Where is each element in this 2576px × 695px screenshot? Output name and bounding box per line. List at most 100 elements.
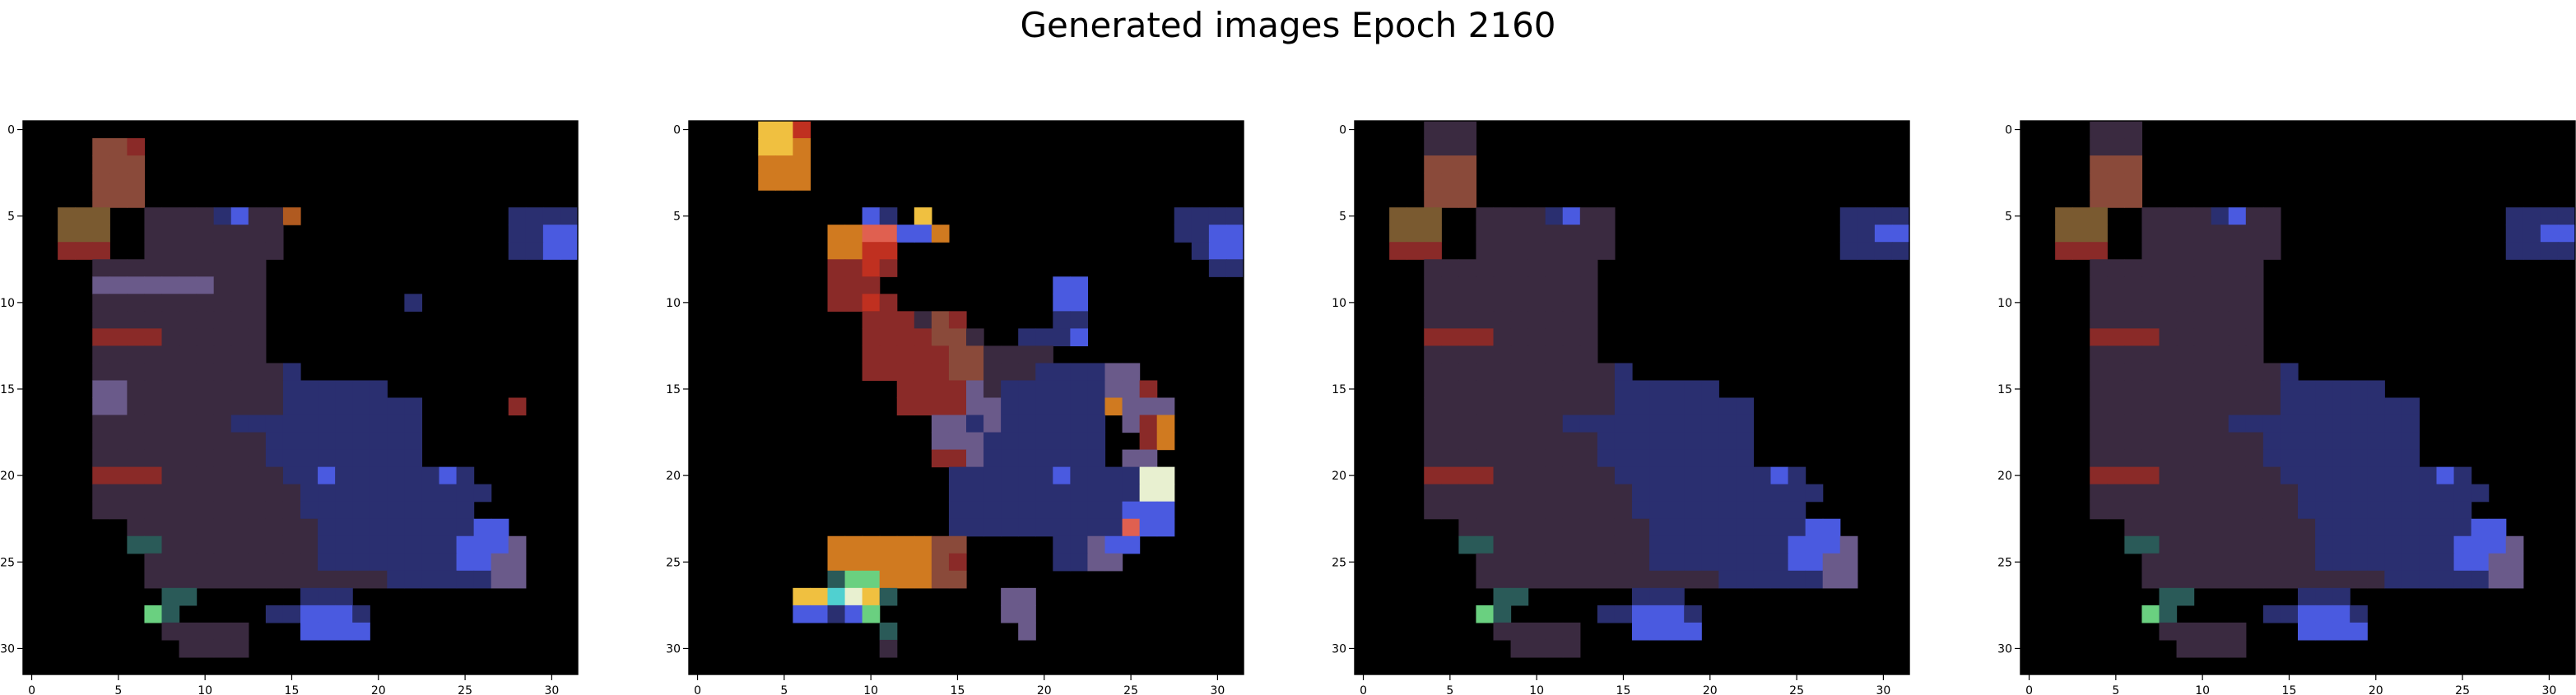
pixel-cell: [1122, 363, 1141, 382]
pixel-cell: [914, 328, 932, 347]
pixel-cell: [1684, 605, 1702, 623]
pixel-cell: [179, 518, 198, 537]
pixel-cell: [2124, 415, 2143, 433]
pixel-cell: [2245, 207, 2264, 225]
pixel-cell: [508, 570, 527, 589]
pixel-cell: [2159, 207, 2178, 225]
pixel-cell: [1441, 173, 1459, 191]
pixel-cell: [2332, 484, 2350, 503]
pixel-cell: [2141, 294, 2160, 312]
pixel-cell: [1001, 449, 1019, 468]
pixel-cell: [2159, 449, 2178, 468]
pixel-cell: [1597, 605, 1616, 623]
pixel-cell: [1579, 466, 1598, 485]
pixel-cell: [2262, 605, 2281, 623]
pixel-cell: [1701, 501, 1719, 520]
pixel-cell: [1389, 207, 1407, 225]
pixel-cell: [196, 484, 215, 503]
pixel-cell: [2436, 501, 2455, 520]
pixel-cell: [318, 622, 336, 641]
pixel-cell: [1174, 225, 1193, 243]
pixel-cell: [2141, 518, 2160, 537]
pixel-cell: [1562, 311, 1581, 329]
pixel-cell: [508, 553, 527, 572]
pixel-cell: [2107, 380, 2125, 399]
pixel-cell: [2124, 259, 2143, 277]
pixel-cell: [896, 363, 915, 382]
pixel-cell: [2176, 518, 2195, 537]
pixel-cell: [1407, 225, 1425, 243]
pixel-cell: [1441, 190, 1459, 208]
pixel-cell: [2141, 225, 2160, 243]
pixel-cell: [2280, 415, 2299, 433]
pixel-cell: [1493, 311, 1512, 329]
pixel-cell: [2523, 225, 2541, 243]
pixel-cell: [1424, 466, 1442, 485]
pixel-cell: [793, 138, 811, 156]
pixel-cell: [1649, 501, 1667, 520]
pixel-cell: [1070, 397, 1089, 416]
pixel-cell: [1649, 484, 1667, 503]
pixel-cell: [1649, 622, 1667, 641]
pixel-cell: [2298, 570, 2316, 589]
pixel-cell: [2298, 587, 2316, 606]
pixel-cell: [456, 501, 475, 520]
pixel-cell: [1597, 518, 1616, 537]
pixel-cell: [1476, 311, 1495, 329]
pixel-cell: [2367, 380, 2385, 399]
pixel-cell: [2298, 466, 2316, 485]
pixel-cell: [230, 501, 249, 520]
pixel-cell: [2245, 415, 2264, 433]
pixel-cell: [1684, 449, 1702, 468]
pixel-cell: [1753, 466, 1772, 485]
pixel-cell: [1104, 466, 1123, 485]
pixel-cell: [75, 225, 93, 243]
pixel-cell: [2176, 570, 2195, 589]
pixel-cell: [879, 587, 898, 606]
pixel-cell: [2298, 605, 2316, 623]
pixel-cell: [387, 570, 405, 589]
pixel-cell: [1562, 570, 1581, 589]
pixel-cell: [966, 328, 984, 347]
pixel-cell: [1597, 484, 1616, 503]
pixel-cell: [248, 466, 267, 485]
pixel-cell: [1476, 242, 1495, 260]
pixel-cell: [421, 518, 440, 537]
y-tick-label: 5: [1339, 211, 1346, 224]
pixel-cell: [1736, 535, 1755, 554]
pixel-cell: [1407, 207, 1425, 225]
pixel-cell: [282, 553, 301, 572]
pixel-cell: [404, 449, 423, 468]
pixel-cell: [2315, 570, 2333, 589]
pixel-cell: [1667, 380, 1685, 399]
pixel-cell: [914, 553, 932, 572]
pixel-cell: [2159, 535, 2178, 554]
pixel-cell: [1493, 466, 1512, 485]
pixel-cell: [827, 535, 846, 554]
pixel-cell: [2107, 311, 2125, 329]
pixel-cell: [1562, 259, 1581, 277]
pixel-cell: [161, 225, 180, 243]
pixel-cell: [2245, 535, 2264, 554]
pixel-cell: [2176, 397, 2195, 416]
pixel-cell: [2211, 432, 2230, 451]
pixel-cell: [2332, 501, 2350, 520]
pixel-cell: [2402, 415, 2420, 433]
pixel-cell: [352, 466, 370, 485]
pixel-cell: [1510, 207, 1529, 225]
pixel-cell: [1839, 553, 1858, 572]
pixel-cell: [404, 432, 423, 451]
pixel-cell: [2228, 259, 2247, 277]
pixel-cell: [109, 155, 128, 174]
pixel-cell: [1718, 501, 1737, 520]
pixel-cell: [2211, 466, 2230, 485]
pixel-cell: [161, 449, 180, 468]
x-tick-label: 15: [1616, 684, 1631, 695]
pixel-cell: [2211, 501, 2230, 520]
pixel-cell: [1424, 397, 1442, 416]
pixel-cell: [213, 553, 232, 572]
pixel-cell: [335, 605, 353, 623]
pixel-cell: [2090, 345, 2108, 364]
pixel-cell: [560, 242, 579, 260]
